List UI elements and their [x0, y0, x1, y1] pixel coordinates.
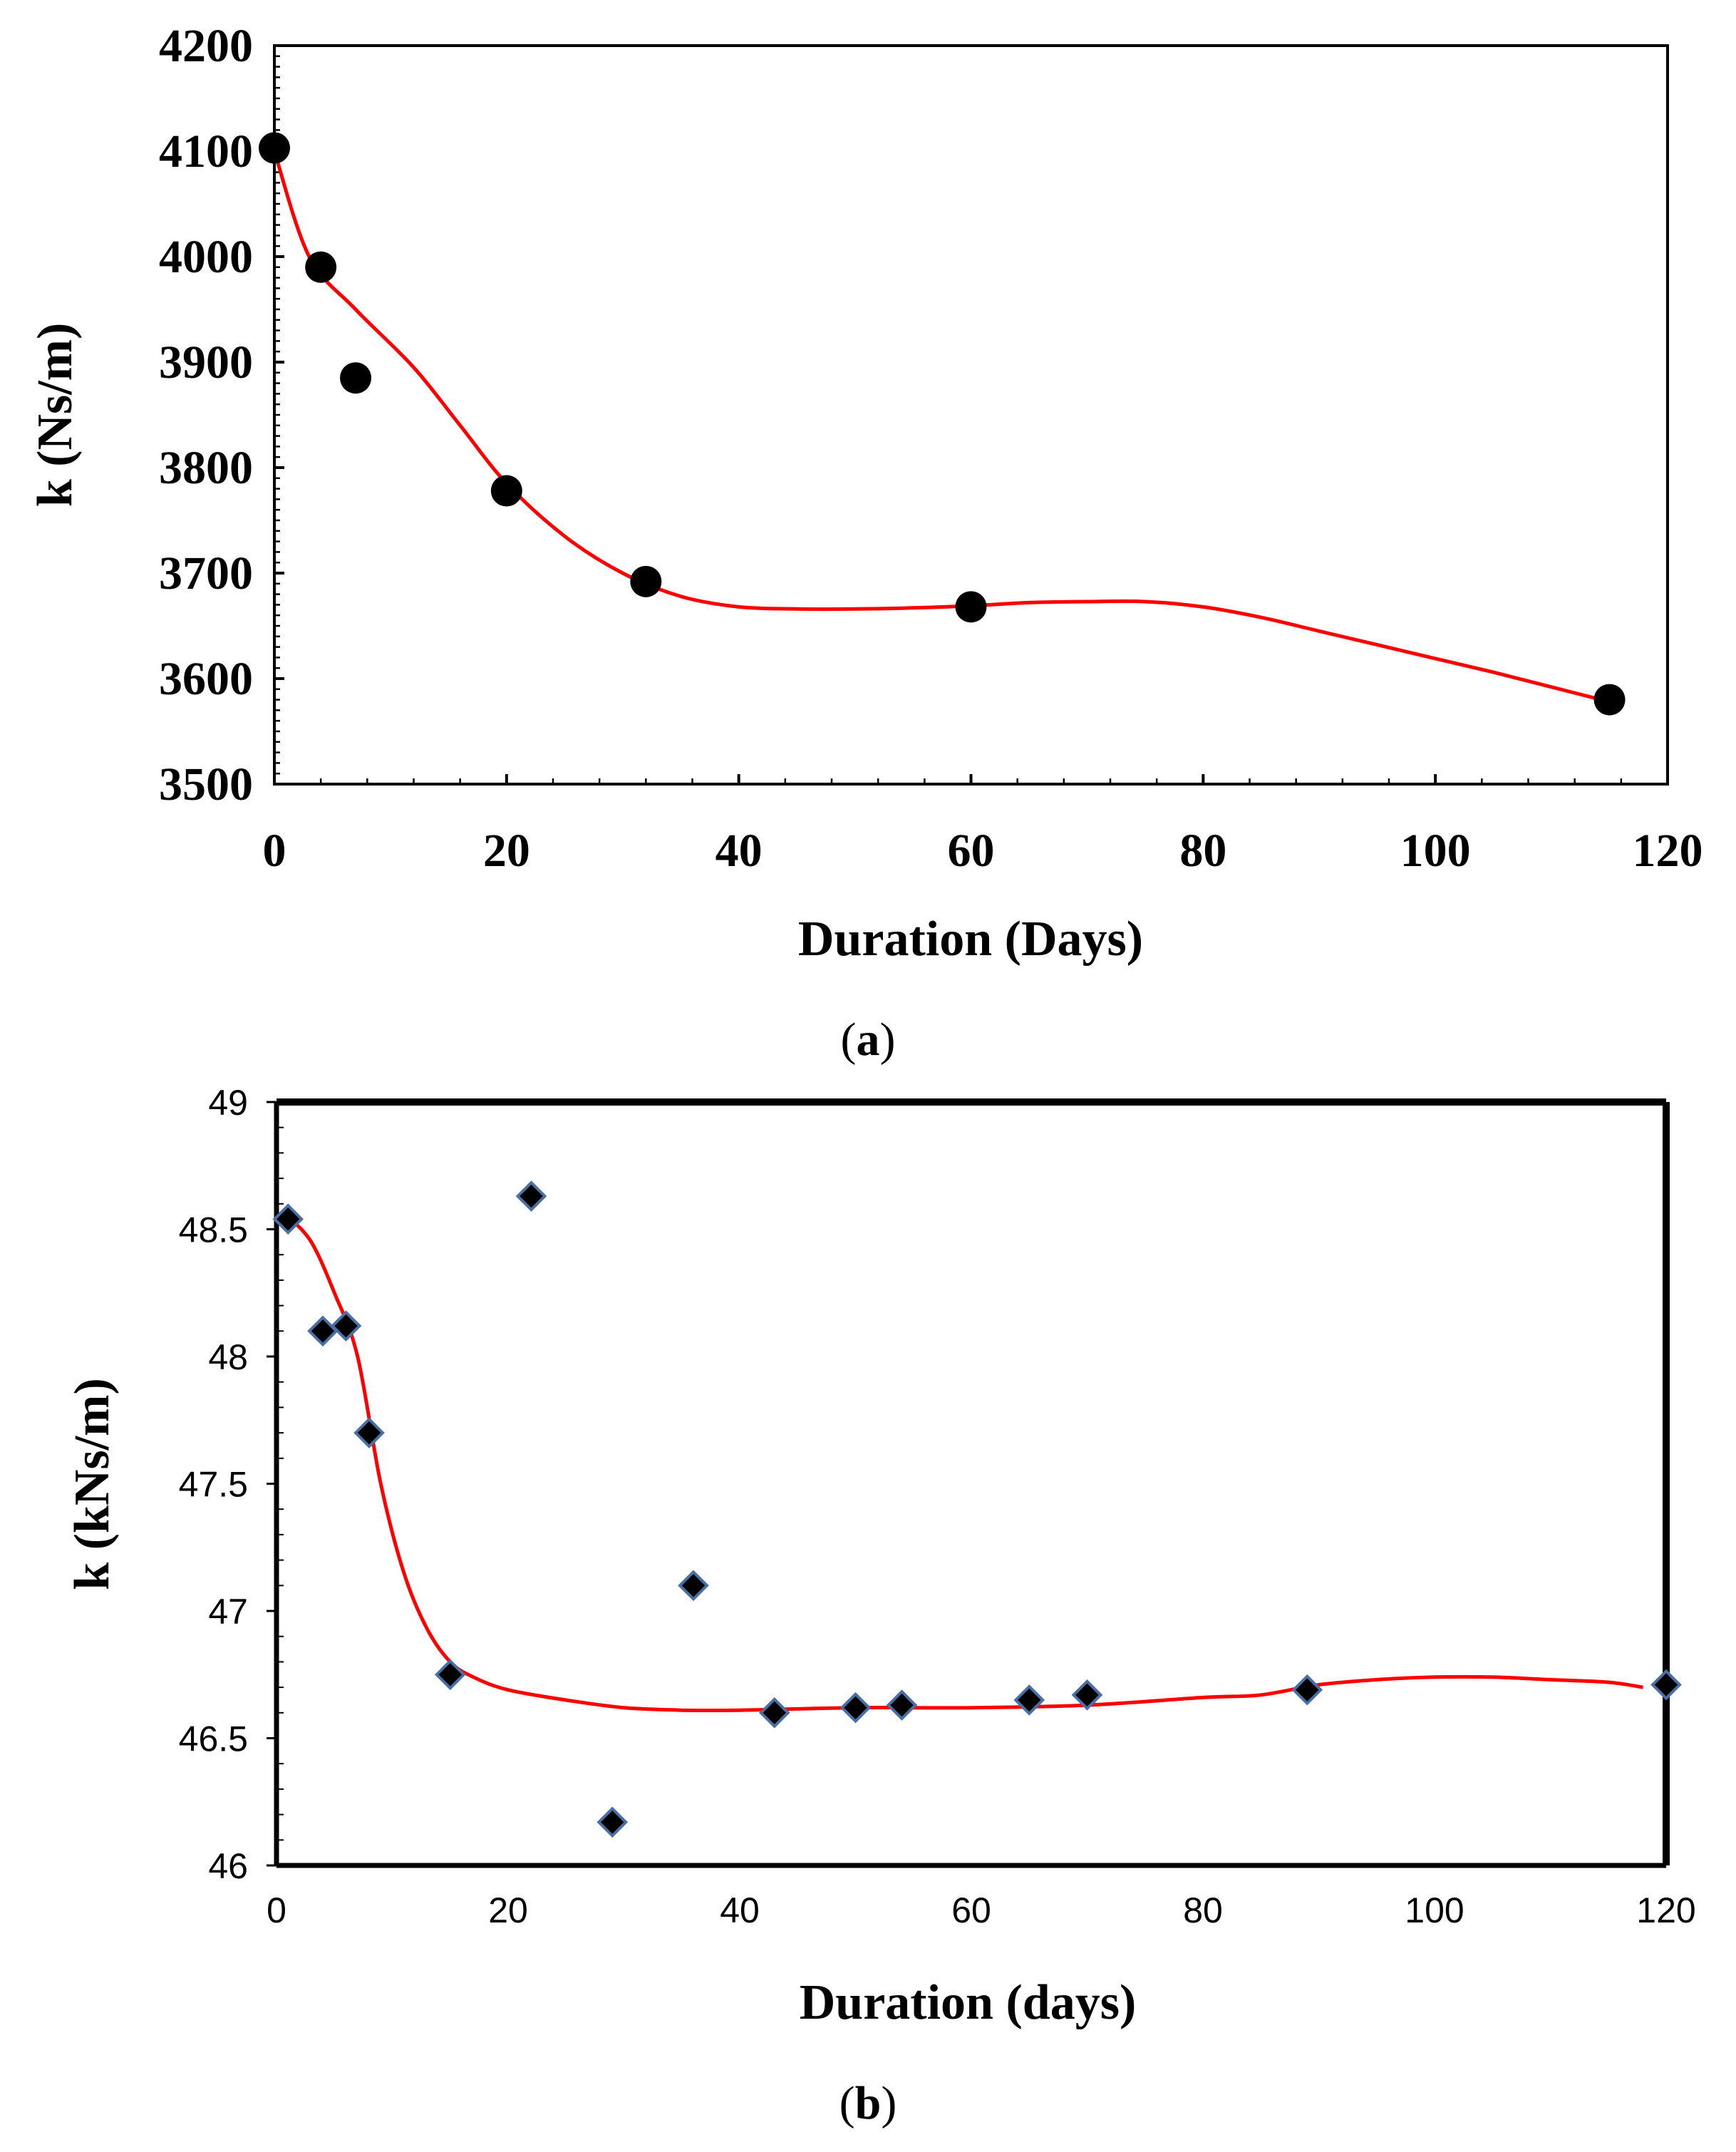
x-tick-label-a: 0	[263, 825, 286, 877]
data-point-b	[353, 1417, 385, 1448]
caption-letter-b: b	[855, 2077, 882, 2129]
data-point-b	[272, 1203, 304, 1235]
data-point-b	[1071, 1679, 1103, 1711]
data-point-a	[340, 362, 372, 394]
data-point-a	[490, 475, 522, 507]
chart-a: 3500 3600 3700 3800 3900 4000 4100 4200 0 20 40 60 8…	[28, 20, 1703, 1066]
x-tick-label-a: 100	[1400, 825, 1471, 877]
y-tick-label-a: 4200	[159, 20, 253, 72]
data-point-b	[758, 1697, 790, 1729]
y-tick-label-a: 3600	[159, 653, 253, 705]
y-axis-title-a: k (Ns/m)	[28, 323, 83, 508]
x-tick-label-b: 80	[1183, 1890, 1223, 1930]
y-tick-label-b: 47	[208, 1592, 248, 1632]
data-point-a	[305, 251, 337, 283]
y-tick-label-b: 48	[208, 1337, 248, 1377]
data-point-b	[886, 1689, 918, 1721]
data-point-b	[307, 1315, 339, 1347]
x-tick-label-b: 100	[1405, 1890, 1464, 1930]
x-tick-label-b: 20	[488, 1890, 528, 1930]
chart-b: 46 46.5 47 47.5 48 48.5 49 0 20 40 60 80 100 120 Dura…	[65, 1083, 1696, 2129]
data-point-a	[955, 591, 987, 623]
data-points-a	[259, 132, 1626, 716]
x-tick-label-a: 60	[948, 825, 995, 877]
y-tick-label-a: 3800	[159, 442, 253, 494]
data-points-b	[272, 1180, 1682, 1838]
data-point-b	[434, 1659, 466, 1691]
caption-a: (a)	[841, 1014, 896, 1066]
data-point-b	[1013, 1684, 1045, 1716]
tick-labels-b: 46 46.5 47 47.5 48 48.5 49 0 20 40 60 80 100 120	[179, 1083, 1696, 1930]
x-tick-label-a: 80	[1179, 825, 1226, 877]
caption-letter-a: a	[857, 1014, 880, 1066]
y-tick-label-a: 4100	[159, 125, 253, 177]
tick-marks-a	[273, 44, 1669, 786]
y-tick-label-a: 3700	[159, 547, 253, 599]
x-tick-label-b: 120	[1636, 1890, 1695, 1930]
data-point-b	[1291, 1674, 1323, 1706]
data-point-b	[678, 1570, 709, 1602]
y-tick-label-b: 48.5	[179, 1210, 248, 1250]
y-tick-label-a: 4000	[159, 231, 253, 283]
plot-area-a	[273, 44, 1669, 786]
data-point-b	[839, 1692, 872, 1724]
y-tick-label-a: 3900	[159, 336, 253, 388]
x-tick-label-a: 120	[1633, 825, 1703, 877]
fit-curve-a	[272, 150, 1611, 704]
data-point-a	[259, 132, 290, 164]
data-point-b	[596, 1806, 629, 1838]
y-tick-label-b: 47.5	[179, 1465, 248, 1505]
y-tick-label-b: 49	[208, 1083, 248, 1123]
data-point-a	[1593, 684, 1626, 716]
y-tick-label-a: 3500	[159, 758, 253, 810]
y-tick-label-b: 46	[208, 1846, 248, 1886]
x-axis-title-a: Duration (Days)	[798, 912, 1143, 967]
tick-labels-a: 3500 3600 3700 3800 3900 4000 4100 4200 0 20 40 60 8…	[159, 20, 1703, 877]
x-tick-label-a: 20	[483, 825, 530, 877]
tick-marks-b	[267, 1101, 284, 1867]
x-tick-label-b: 60	[951, 1890, 991, 1930]
y-tick-label-b: 46.5	[179, 1719, 248, 1759]
data-point-a	[630, 565, 662, 597]
data-point-b	[1650, 1669, 1682, 1701]
caption-b: (b)	[839, 2077, 897, 2129]
data-point-b	[330, 1310, 362, 1342]
x-tick-label-a: 40	[715, 825, 763, 877]
x-axis-title-b: Duration (days)	[800, 1975, 1137, 2030]
fit-curve-b	[286, 1215, 1643, 1713]
x-tick-label-b: 40	[720, 1890, 760, 1930]
data-point-b	[515, 1180, 547, 1212]
y-axis-title-b: k (kNs/m)	[65, 1378, 120, 1590]
x-tick-label-b: 0	[267, 1890, 286, 1930]
